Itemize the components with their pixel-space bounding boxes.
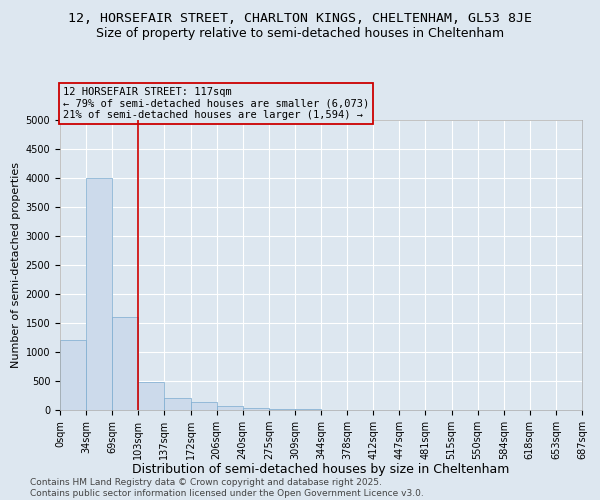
Bar — [243, 408, 269, 410]
Bar — [164, 398, 191, 410]
Text: Contains HM Land Registry data © Crown copyright and database right 2025.
Contai: Contains HM Land Registry data © Crown c… — [30, 478, 424, 498]
Bar — [112, 317, 139, 410]
Text: 12 HORSEFAIR STREET: 117sqm
← 79% of semi-detached houses are smaller (6,073)
21: 12 HORSEFAIR STREET: 117sqm ← 79% of sem… — [62, 87, 369, 120]
Bar — [269, 409, 295, 410]
Bar — [191, 402, 217, 410]
Y-axis label: Number of semi-detached properties: Number of semi-detached properties — [11, 162, 22, 368]
Bar — [139, 382, 164, 410]
Text: Size of property relative to semi-detached houses in Cheltenham: Size of property relative to semi-detach… — [96, 28, 504, 40]
Bar — [217, 406, 243, 410]
X-axis label: Distribution of semi-detached houses by size in Cheltenham: Distribution of semi-detached houses by … — [133, 464, 509, 476]
Bar — [60, 340, 86, 410]
Bar — [86, 178, 112, 410]
Text: 12, HORSEFAIR STREET, CHARLTON KINGS, CHELTENHAM, GL53 8JE: 12, HORSEFAIR STREET, CHARLTON KINGS, CH… — [68, 12, 532, 26]
